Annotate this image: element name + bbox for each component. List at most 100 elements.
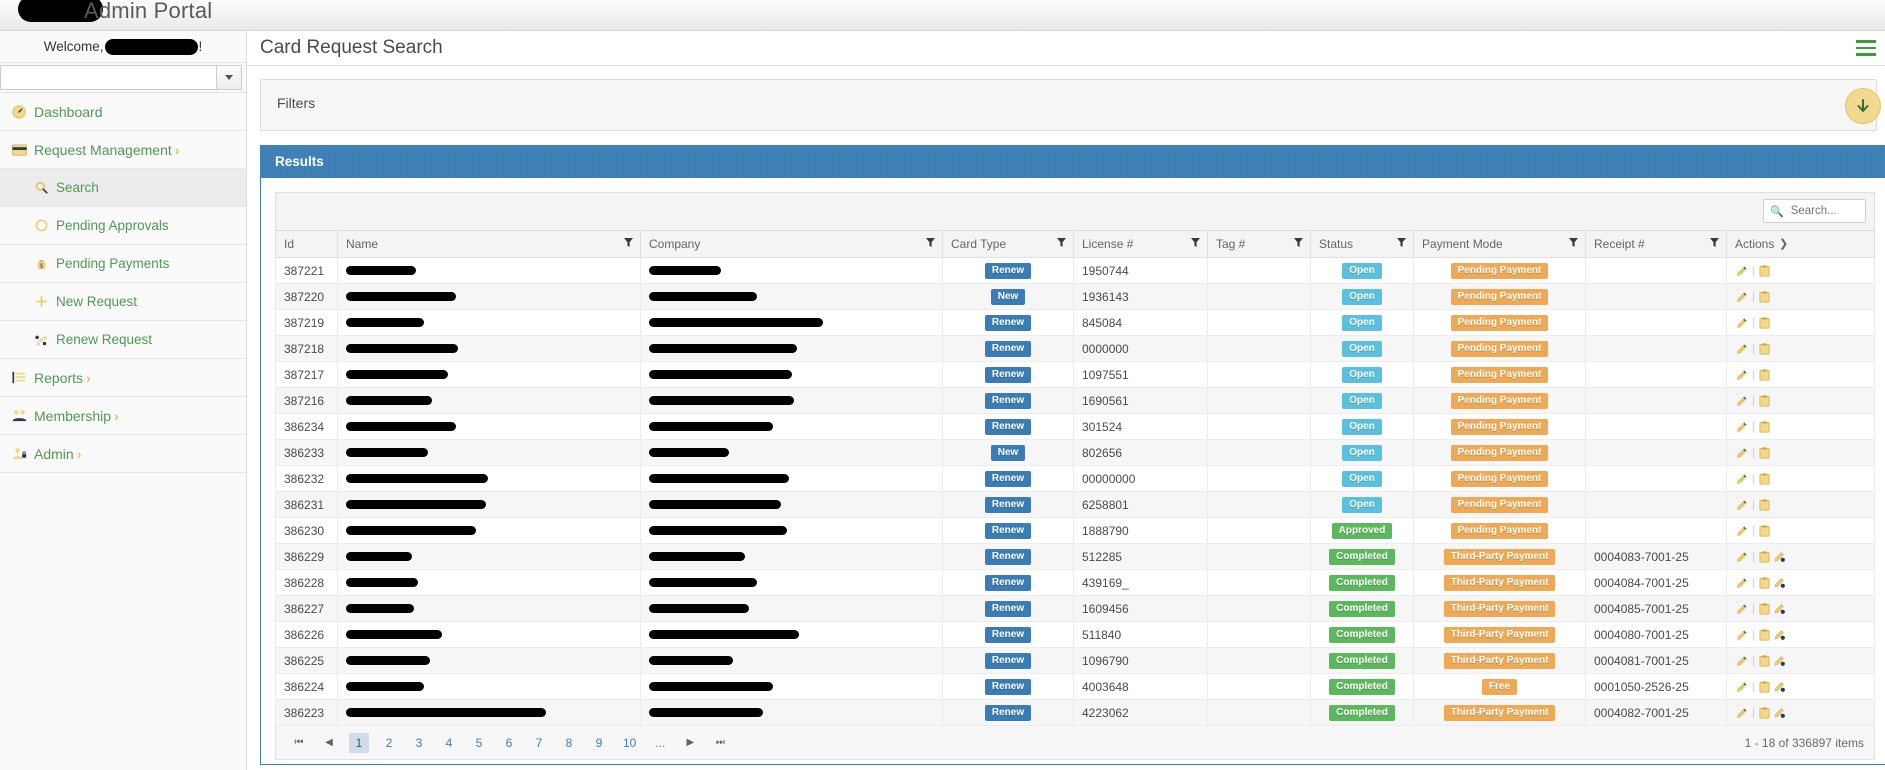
sidebar-item-request-management[interactable]: Request Management › xyxy=(0,131,246,169)
pager-page-7[interactable]: 7 xyxy=(535,735,543,750)
edit-action-icon[interactable] xyxy=(1737,473,1748,484)
column-header-tag-[interactable]: Tag # xyxy=(1207,230,1311,258)
note-action-icon[interactable] xyxy=(1759,420,1770,433)
filter-icon[interactable] xyxy=(1057,238,1066,251)
chevron-right-icon[interactable]: ❯ xyxy=(1779,238,1789,250)
approve-action-icon[interactable] xyxy=(1774,681,1785,692)
edit-action-icon[interactable] xyxy=(1737,369,1748,380)
column-header-receipt-[interactable]: Receipt # xyxy=(1585,230,1727,258)
pager-page-5[interactable]: 5 xyxy=(475,735,483,750)
table-row[interactable]: 386233 New 802656 Open Pending Payment | xyxy=(275,439,1875,466)
edit-action-icon[interactable] xyxy=(1737,343,1748,354)
note-action-icon[interactable] xyxy=(1759,602,1770,615)
note-action-icon[interactable] xyxy=(1759,290,1770,303)
pager-prev[interactable]: ◀ xyxy=(325,737,333,748)
edit-action-icon[interactable] xyxy=(1737,551,1748,562)
edit-action-icon[interactable] xyxy=(1737,421,1748,432)
column-header-license-[interactable]: License # xyxy=(1073,230,1208,258)
column-header-company[interactable]: Company xyxy=(640,230,943,258)
approve-action-icon[interactable] xyxy=(1774,629,1785,640)
table-row[interactable]: 386227 Renew 1609456 Completed Third-Party P… xyxy=(275,595,1875,622)
table-row[interactable]: 386232 Renew 00000000 Open Pending Payment | xyxy=(275,465,1875,492)
table-row[interactable]: 386229 Renew 512285 Completed Third-Party Pa… xyxy=(275,543,1875,570)
chevron-down-icon[interactable] xyxy=(1845,88,1881,124)
filter-icon[interactable] xyxy=(926,238,935,251)
edit-action-icon[interactable] xyxy=(1737,681,1748,692)
note-action-icon[interactable] xyxy=(1759,446,1770,459)
table-row[interactable]: 386224 Renew 4003648 Completed Free 0001050-2… xyxy=(275,673,1875,700)
edit-action-icon[interactable] xyxy=(1737,291,1748,302)
table-row[interactable]: 386231 Renew 6258801 Open Pending Payment | xyxy=(275,491,1875,518)
pager-page-3[interactable]: 3 xyxy=(415,735,423,750)
table-row[interactable]: 386226 Renew 511840 Completed Third-Party Pa… xyxy=(275,621,1875,648)
table-row[interactable]: 387221 Renew 1950744 Open Pending Payment | xyxy=(275,257,1875,284)
edit-action-icon[interactable] xyxy=(1737,629,1748,640)
edit-action-icon[interactable] xyxy=(1737,395,1748,406)
note-action-icon[interactable] xyxy=(1759,680,1770,693)
sidebar-item-dashboard[interactable]: Dashboard xyxy=(0,93,246,131)
pager-last[interactable]: ⏭ xyxy=(715,737,725,748)
filter-icon[interactable] xyxy=(1294,238,1303,251)
filter-icon[interactable] xyxy=(1397,238,1406,251)
edit-action-icon[interactable] xyxy=(1737,603,1748,614)
sidebar-item-admin[interactable]: Admin › xyxy=(0,435,246,473)
note-action-icon[interactable] xyxy=(1759,342,1770,355)
edit-action-icon[interactable] xyxy=(1737,577,1748,588)
column-header-name[interactable]: Name xyxy=(337,230,641,258)
edit-action-icon[interactable] xyxy=(1737,707,1748,718)
approve-action-icon[interactable] xyxy=(1774,551,1785,562)
note-action-icon[interactable] xyxy=(1759,394,1770,407)
approve-action-icon[interactable] xyxy=(1774,603,1785,614)
approve-action-icon[interactable] xyxy=(1774,707,1785,718)
note-action-icon[interactable] xyxy=(1759,264,1770,277)
table-row[interactable]: 387218 Renew 0000000 Open Pending Payment | xyxy=(275,335,1875,362)
sidebar-item-membership[interactable]: Membership › xyxy=(0,397,246,435)
column-header-card-type[interactable]: Card Type xyxy=(942,230,1074,258)
sidebar-item-pending-approvals[interactable]: Pending Approvals xyxy=(0,207,246,245)
approve-action-icon[interactable] xyxy=(1774,655,1785,666)
pager-next[interactable]: ▶ xyxy=(686,737,695,748)
edit-action-icon[interactable] xyxy=(1737,447,1748,458)
pager-page-8[interactable]: 8 xyxy=(565,735,573,750)
filter-icon[interactable] xyxy=(1569,238,1578,251)
edit-action-icon[interactable] xyxy=(1737,525,1748,536)
account-select[interactable] xyxy=(0,65,242,90)
note-action-icon[interactable] xyxy=(1759,524,1770,537)
filter-icon[interactable] xyxy=(1191,238,1200,251)
column-header-actions[interactable]: Actions ❯ xyxy=(1726,230,1875,258)
note-action-icon[interactable] xyxy=(1759,550,1770,563)
pager-page-1[interactable]: 1 xyxy=(349,732,369,753)
note-action-icon[interactable] xyxy=(1759,706,1770,719)
table-row[interactable]: 386230 Renew 1888790 Approved Pending Paymen… xyxy=(275,517,1875,544)
table-row[interactable]: 387219 Renew 845084 Open Pending Payment | xyxy=(275,309,1875,336)
note-action-icon[interactable] xyxy=(1759,628,1770,641)
hamburger-menu-icon[interactable] xyxy=(1853,36,1879,60)
pager-page-2[interactable]: 2 xyxy=(385,735,393,750)
table-row[interactable]: 387216 Renew 1690561 Open Pending Payment | xyxy=(275,387,1875,414)
filter-icon[interactable] xyxy=(624,238,633,251)
edit-action-icon[interactable] xyxy=(1737,655,1748,666)
note-action-icon[interactable] xyxy=(1759,654,1770,667)
search-input[interactable] xyxy=(1788,204,1861,218)
table-row[interactable]: 386225 Renew 1096790 Completed Third-Party P… xyxy=(275,647,1875,674)
note-action-icon[interactable] xyxy=(1759,498,1770,511)
column-header-status[interactable]: Status xyxy=(1310,230,1414,258)
note-action-icon[interactable] xyxy=(1759,368,1770,381)
pager-first[interactable]: ⏮ xyxy=(294,737,304,748)
edit-action-icon[interactable] xyxy=(1737,265,1748,276)
grid-search-box[interactable]: 🔍 xyxy=(1763,199,1866,223)
edit-action-icon[interactable] xyxy=(1737,499,1748,510)
approve-action-icon[interactable] xyxy=(1774,577,1785,588)
table-row[interactable]: 387220 New 1936143 Open Pending Payment | xyxy=(275,283,1875,310)
pager-page-10[interactable]: 10 xyxy=(623,735,637,750)
edit-action-icon[interactable] xyxy=(1737,317,1748,328)
table-row[interactable]: 386228 Renew 439169_ Completed Third-Party P… xyxy=(275,569,1875,596)
column-header-payment-mode[interactable]: Payment Mode xyxy=(1413,230,1586,258)
sidebar-item-renew-request[interactable]: Renew Request xyxy=(0,321,246,359)
pager-page-6[interactable]: 6 xyxy=(505,735,513,750)
pager-page-9[interactable]: 9 xyxy=(595,735,603,750)
sidebar-item-search[interactable]: Search xyxy=(0,169,246,207)
table-row[interactable]: 386223 Renew 4223062 Completed Third-Party P… xyxy=(275,699,1875,726)
note-action-icon[interactable] xyxy=(1759,316,1770,329)
table-row[interactable]: 386234 Renew 301524 Open Pending Payment | xyxy=(275,413,1875,440)
